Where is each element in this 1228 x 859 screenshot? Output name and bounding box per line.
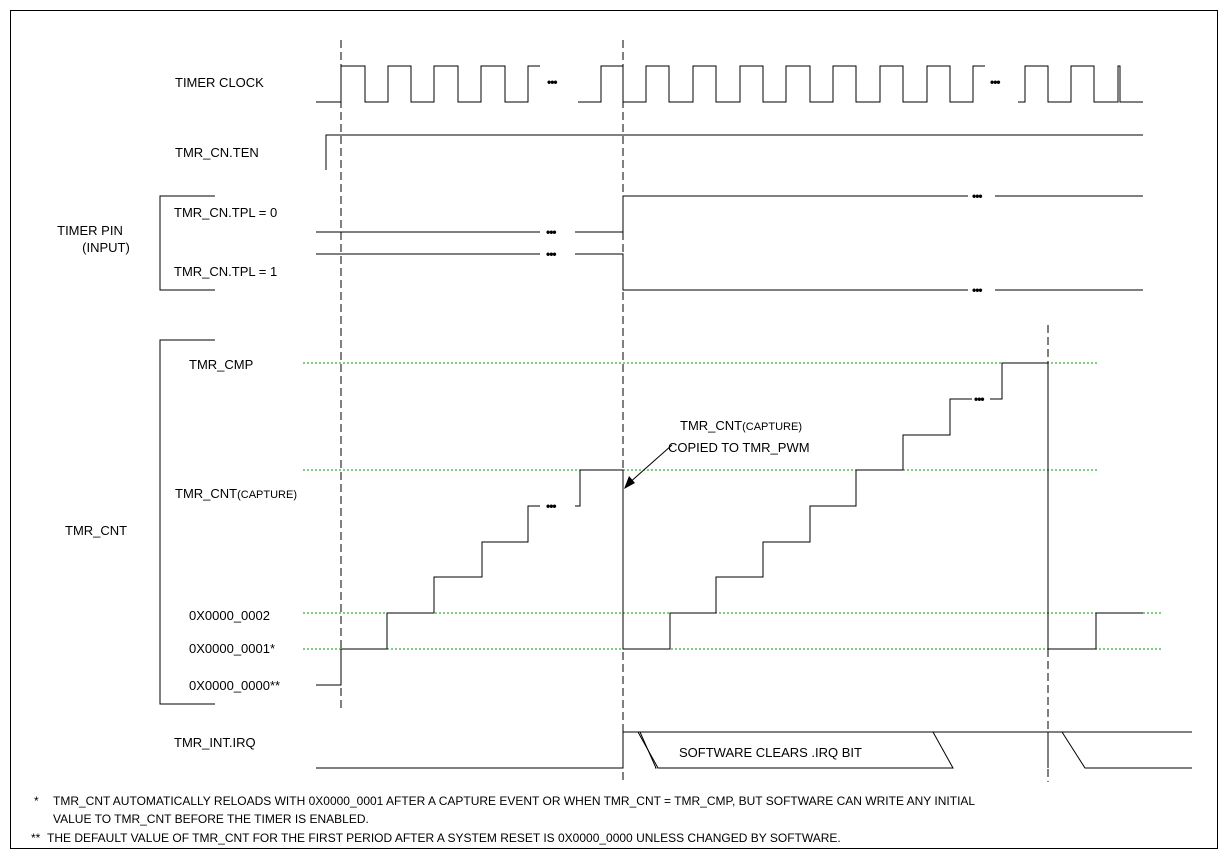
tmr-cnt-bracket bbox=[159, 339, 215, 705]
pin-ellipsis-4: ••• bbox=[972, 283, 982, 297]
timer-pin-label: TIMER PIN bbox=[57, 223, 123, 238]
tpl1-wave bbox=[316, 253, 1143, 291]
irq-clear-annotation: SOFTWARE CLEARS .IRQ BIT bbox=[679, 745, 862, 760]
capture-level-label: TMR_CNT(CAPTURE) bbox=[175, 486, 297, 501]
footnote-2-line1: THE DEFAULT VALUE OF TMR_CNT FOR THE FIR… bbox=[47, 831, 841, 845]
capture-level-sub: (CAPTURE) bbox=[237, 489, 297, 501]
capture-annotation-main: TMR_CNT bbox=[680, 418, 742, 433]
tmr-cn-ten-label: TMR_CN.TEN bbox=[175, 145, 259, 160]
level-2-label: 0X0000_0002 bbox=[189, 608, 270, 623]
capture-annotation-line1: TMR_CNT(CAPTURE) bbox=[680, 418, 802, 433]
tpl0-wave bbox=[316, 195, 1143, 233]
timer-pin-sub-label: (INPUT) bbox=[82, 240, 130, 255]
clock-ellipsis-2: ••• bbox=[990, 75, 1000, 89]
timer-clock-wave bbox=[316, 65, 1143, 103]
cnt-ellipsis-1: ••• bbox=[546, 499, 556, 513]
footnote-1-line2: VALUE TO TMR_CNT BEFORE THE TIMER IS ENA… bbox=[53, 812, 369, 826]
footnote-1-mark: * bbox=[34, 794, 39, 808]
pin-ellipsis-2: ••• bbox=[972, 189, 982, 203]
tmr-cnt-label: TMR_CNT bbox=[65, 523, 127, 538]
tpl0-label: TMR_CN.TPL = 0 bbox=[174, 205, 277, 220]
capture-annotation-line2: COPIED TO TMR_PWM bbox=[668, 440, 810, 455]
capture-arrow bbox=[627, 444, 673, 485]
tmr-cmp-label: TMR_CMP bbox=[189, 357, 253, 372]
timer-clock-label: TIMER CLOCK bbox=[175, 75, 264, 90]
capture-annotation-sub: (CAPTURE) bbox=[742, 421, 802, 433]
tpl1-label: TMR_CN.TPL = 1 bbox=[174, 264, 277, 279]
level-1-label: 0X0000_0001* bbox=[189, 641, 275, 656]
cnt-ellipsis-2: ••• bbox=[974, 392, 984, 406]
irq-clear-slope-2 bbox=[1061, 731, 1192, 769]
tmr-cnt-wave bbox=[316, 362, 1143, 686]
footnote-2-mark: ** bbox=[31, 831, 41, 845]
footnote-1-line1: TMR_CNT AUTOMATICALLY RELOADS WITH 0X000… bbox=[53, 794, 975, 808]
capture-arrowhead bbox=[624, 476, 635, 489]
pin-ellipsis-3: ••• bbox=[546, 247, 556, 261]
tmr-int-irq-label: TMR_INT.IRQ bbox=[174, 735, 256, 750]
timer-pin-bracket bbox=[159, 195, 215, 291]
pin-ellipsis-1: ••• bbox=[546, 225, 556, 239]
irq-clear-slope-1 bbox=[637, 731, 954, 769]
diagram-border bbox=[10, 10, 1218, 849]
level-0-label: 0X0000_0000** bbox=[189, 678, 280, 693]
tmr-cn-ten-wave bbox=[325, 134, 1143, 170]
clock-ellipsis-1: ••• bbox=[547, 75, 557, 89]
capture-level-main: TMR_CNT bbox=[175, 486, 237, 501]
